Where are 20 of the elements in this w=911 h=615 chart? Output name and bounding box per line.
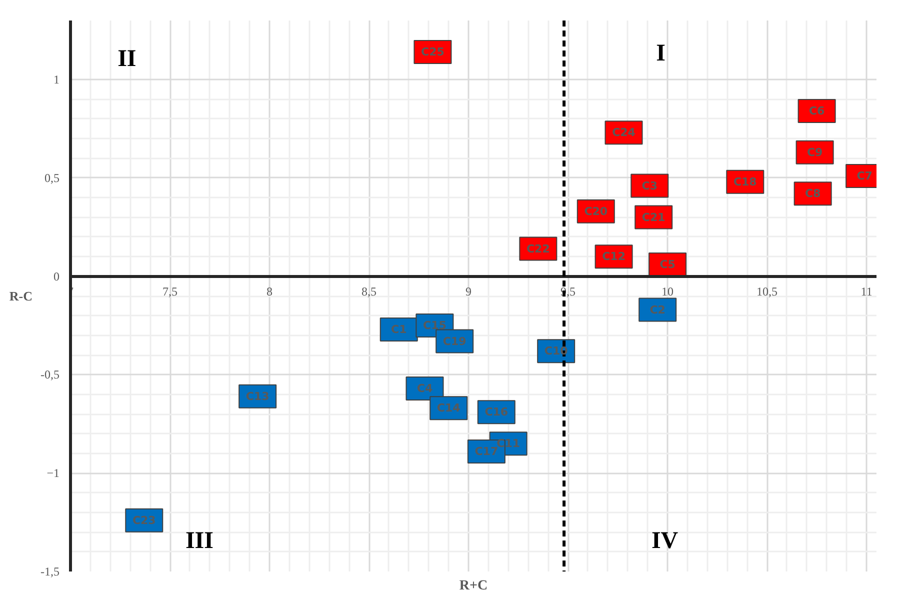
y-tick-label: 0,5 xyxy=(44,170,60,185)
x-tick-label: 7,5 xyxy=(162,284,178,298)
x-tick-label: 8 xyxy=(266,284,273,298)
x-tick-label: 9 xyxy=(466,284,472,298)
annotation: III xyxy=(185,528,214,554)
annotation: I xyxy=(656,40,666,67)
x-tick-label: 10 xyxy=(662,284,674,298)
x-tick-label: 10,5 xyxy=(756,284,778,298)
data-label: C7 xyxy=(856,169,872,182)
annotation: IV xyxy=(651,528,679,554)
x-tick-label: 11 xyxy=(860,284,872,298)
x-axis-title: R+C xyxy=(459,578,488,594)
y-tick-label: 0 xyxy=(54,269,60,284)
y-axis-title: R-C xyxy=(9,288,33,304)
y-tick-label: −1 xyxy=(46,466,60,480)
y-tick-label: 1 xyxy=(54,72,60,87)
y-tick-label: -0,5 xyxy=(40,368,60,382)
x-tick-label: 8,5 xyxy=(362,284,377,298)
annotation: II xyxy=(118,46,136,72)
y-tick-label: -1,5 xyxy=(40,564,60,578)
